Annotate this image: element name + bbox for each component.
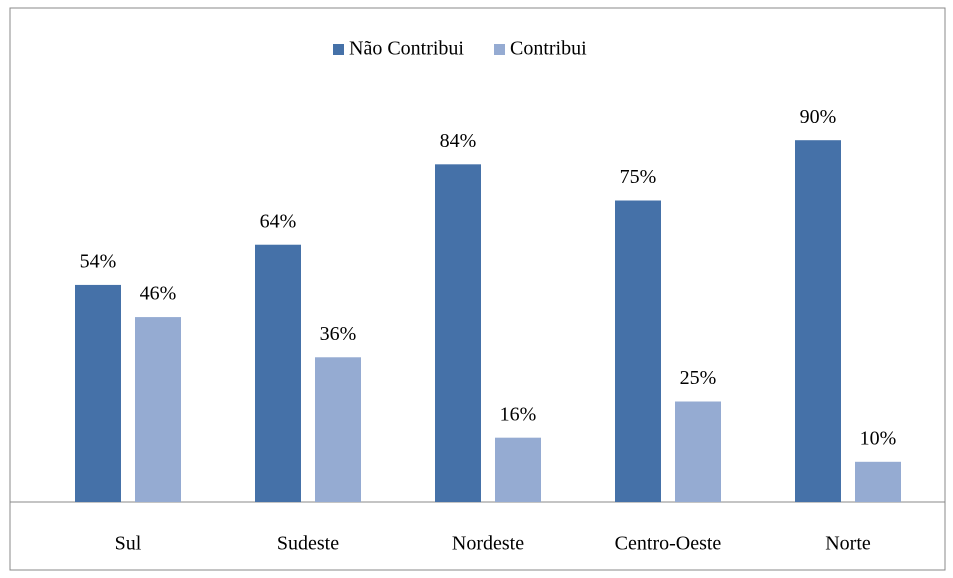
x-tick-label: Sudeste (277, 533, 339, 555)
data-label: 90% (800, 106, 837, 128)
bar (795, 140, 841, 502)
legend-swatch (333, 44, 344, 55)
bar (615, 200, 661, 502)
data-label: 84% (440, 130, 477, 152)
bar (495, 437, 541, 502)
bar (255, 244, 301, 502)
data-label: 16% (500, 403, 537, 425)
bar (855, 461, 901, 502)
data-label: 54% (80, 251, 117, 273)
x-tick-label: Norte (825, 533, 871, 555)
x-tick-label: Sul (115, 533, 142, 555)
x-tick-label: Centro-Oeste (615, 533, 722, 555)
bar (75, 284, 121, 502)
x-tick-label: Nordeste (452, 533, 524, 555)
legend-swatch (494, 44, 505, 55)
data-label: 36% (320, 323, 357, 345)
data-label: 25% (680, 367, 717, 389)
bar (435, 164, 481, 502)
data-label: 64% (260, 210, 297, 232)
legend-label: Contribui (510, 38, 587, 60)
data-label: 75% (620, 166, 657, 188)
bar (675, 401, 721, 502)
bar (315, 357, 361, 502)
data-label: 10% (860, 427, 897, 449)
legend-label: Não Contribui (349, 38, 464, 60)
data-label: 46% (140, 283, 177, 305)
bar (135, 317, 181, 502)
